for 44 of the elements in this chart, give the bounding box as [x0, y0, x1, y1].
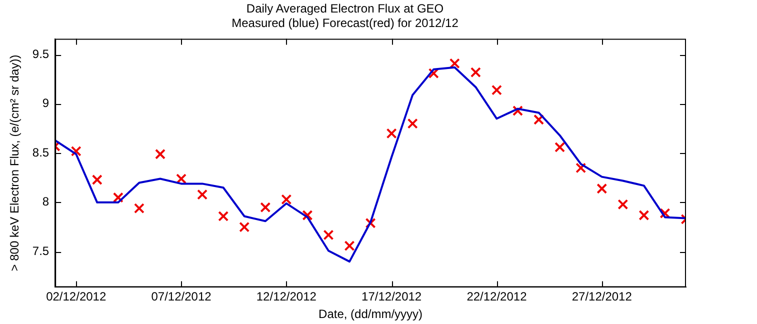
- point: [386, 128, 397, 139]
- x-axis-title: Date, (dd/mm/yyyy): [318, 307, 423, 322]
- point: [407, 118, 418, 129]
- point: [323, 230, 334, 240]
- chart-subtitle: Measured (blue) Forecast(red) for 2012/12: [232, 16, 459, 30]
- point: [576, 162, 586, 174]
- point: [491, 84, 502, 96]
- point: [92, 174, 102, 185]
- point: [428, 68, 439, 79]
- point: [618, 199, 628, 210]
- x-tick-label: 22/12/2012: [466, 290, 528, 304]
- x-tick-label: 27/12/2012: [572, 290, 632, 304]
- point: [638, 210, 650, 220]
- point: [176, 174, 187, 184]
- point: [534, 114, 544, 125]
- point: [70, 146, 82, 156]
- point: [365, 218, 376, 228]
- y-tick-label: 9.5: [32, 46, 50, 61]
- point: [154, 148, 166, 160]
- point: [239, 222, 250, 232]
- point: [344, 240, 355, 252]
- y-tick-label: 9: [42, 96, 50, 110]
- x-tick-label: 02/12/2012: [46, 290, 106, 304]
- point: [554, 142, 566, 152]
- point: [197, 189, 208, 200]
- y-axis-title: > 800 keV Electron Flux, (e/(cm² sr day)): [8, 54, 22, 272]
- point: [218, 210, 229, 222]
- point: [281, 194, 292, 205]
- y-tick-label: 7.5: [32, 244, 50, 258]
- point: [112, 192, 124, 203]
- point: [512, 106, 523, 116]
- point: [449, 58, 460, 69]
- point: [596, 183, 608, 194]
- x-tick-label: 07/12/2012: [151, 290, 212, 304]
- y-tick-label: 8.5: [32, 145, 50, 160]
- y-tick-label: 8: [42, 194, 50, 209]
- x-tick-label: 12/12/2012: [256, 290, 317, 304]
- point: [660, 208, 670, 219]
- point: [134, 203, 144, 214]
- chart-title: Daily Averaged Electron Flux at GEO: [246, 2, 444, 16]
- point: [302, 210, 313, 220]
- point: [260, 202, 271, 213]
- x-tick-label: 17/12/2012: [362, 290, 422, 304]
- point: [470, 67, 481, 78]
